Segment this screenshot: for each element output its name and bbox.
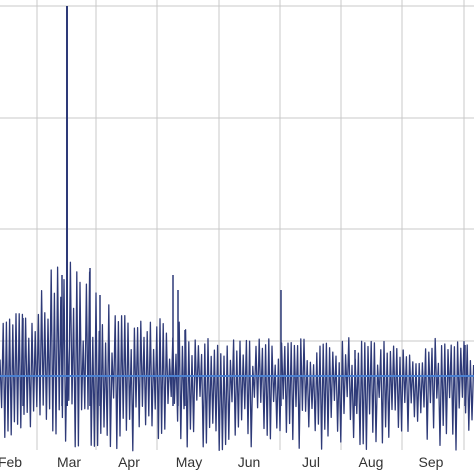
x-tick-label: Jul [302, 454, 320, 470]
x-tick-label: May [176, 454, 202, 470]
x-tick-label: Apr [118, 454, 140, 470]
x-tick-label: Aug [359, 454, 384, 470]
x-tick-label: Sep [419, 454, 444, 470]
x-tick-label: Mar [57, 454, 81, 470]
x-tick-label: Feb [0, 454, 22, 470]
series-line [0, 261, 474, 452]
x-tick-label: Jun [238, 454, 261, 470]
